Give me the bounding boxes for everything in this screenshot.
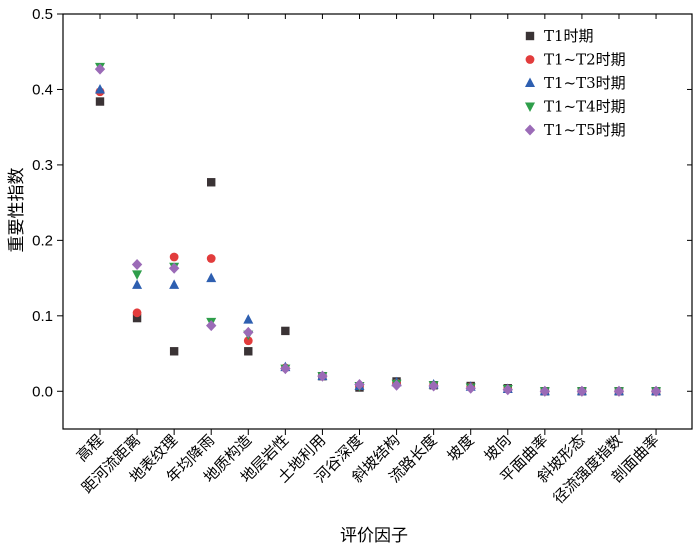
data-point (132, 270, 143, 280)
y-tick-label: 0.5 (32, 6, 53, 23)
data-point (169, 252, 179, 262)
data-point (95, 83, 105, 94)
legend-label: T1~T3时期 (544, 74, 626, 92)
legend-label: T1~T4时期 (544, 98, 626, 116)
data-point (131, 259, 143, 271)
legend-marker (525, 31, 535, 41)
category-label: 坡度 (444, 431, 478, 465)
data-point (539, 385, 551, 397)
data-point (243, 326, 254, 338)
plot-frame (62, 13, 693, 430)
legend-label: T1时期 (544, 27, 594, 45)
data-point (169, 279, 180, 289)
legend-marker (524, 124, 536, 136)
data-point (354, 378, 365, 390)
legend: T1时期 T1~T2时期 T1~T3时期 T1~T4时期 T1~T5时期 (524, 27, 626, 139)
data-point (281, 326, 290, 336)
data-point (391, 379, 402, 391)
data-point (206, 272, 217, 283)
data-point (576, 385, 588, 397)
y-tick-label: 0.1 (32, 308, 53, 325)
y-axis: 0.0 0.1 0.2 0.3 0.4 0.5 (32, 6, 692, 400)
data-point (465, 382, 476, 394)
data-point (132, 279, 143, 289)
legend-marker (525, 55, 535, 64)
data-point (243, 314, 254, 324)
data-point (206, 254, 216, 263)
legend-label: T1~T2时期 (544, 51, 626, 69)
y-tick-label: 0.4 (32, 81, 53, 98)
data-point (168, 262, 180, 274)
data-point (206, 320, 217, 332)
legend-label: T1~T5时期 (544, 121, 626, 139)
data-point (613, 385, 625, 397)
y-axis-title: 重要性指数 (7, 168, 27, 253)
y-tick-label: 0.3 (32, 157, 53, 174)
legend-marker (525, 77, 535, 87)
data-point (317, 370, 328, 382)
data-point (132, 308, 142, 318)
y-tick-label: 0.2 (32, 232, 53, 249)
data-point (502, 384, 513, 396)
data-point (650, 385, 662, 397)
data-point (428, 380, 439, 392)
data-point (169, 347, 179, 356)
data-point (243, 336, 253, 346)
data-point (280, 363, 291, 375)
legend-marker (525, 102, 535, 112)
data-point (244, 347, 253, 356)
data-points (94, 62, 662, 397)
data-point (132, 313, 142, 323)
data-point (95, 97, 105, 106)
data-point (94, 63, 106, 75)
y-tick-label: 0.0 (32, 383, 53, 400)
x-axis-title: 评价因子 (340, 526, 408, 546)
data-point (207, 178, 216, 187)
